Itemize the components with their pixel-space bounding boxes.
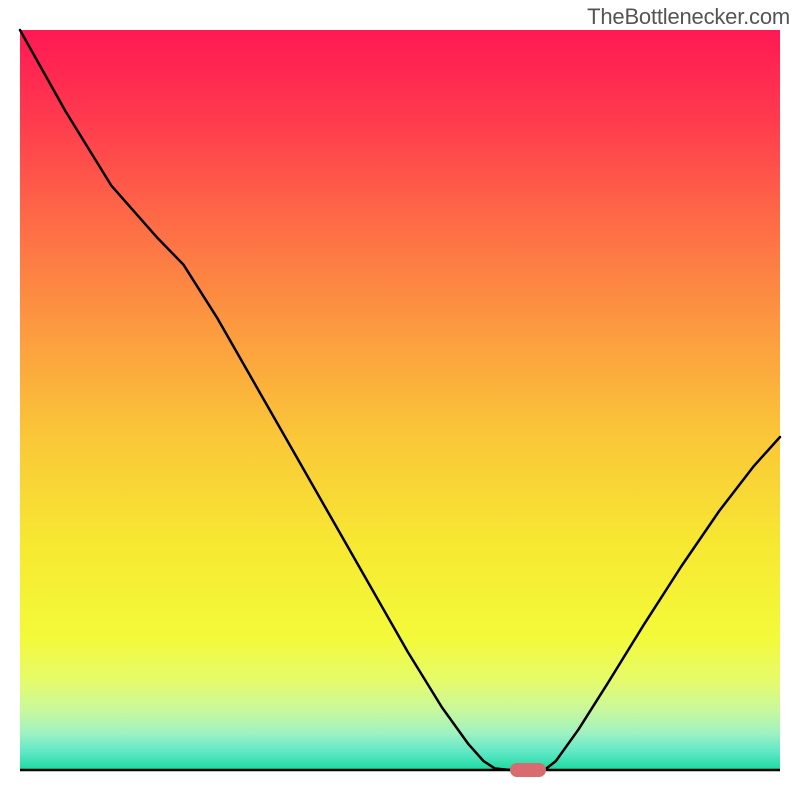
optimal-marker <box>510 763 546 777</box>
plot-area <box>0 0 800 800</box>
curve-layer <box>0 0 800 800</box>
gradient-background <box>0 0 800 800</box>
chart-container: TheBottlenecker.com <box>0 0 800 800</box>
bottleneck-curve <box>20 30 780 770</box>
